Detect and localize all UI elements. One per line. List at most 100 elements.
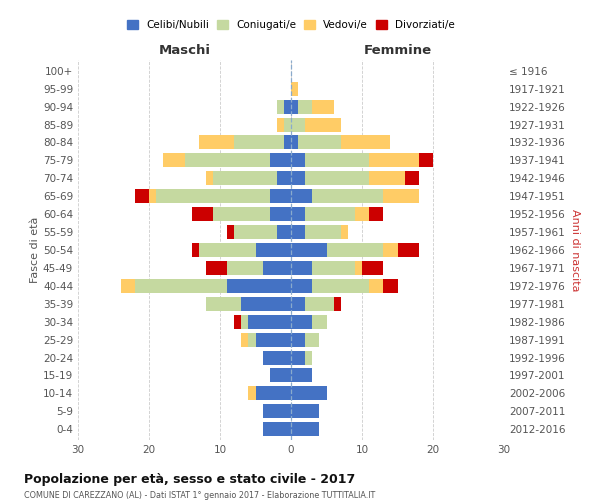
Bar [234,314,241,328]
Bar [284,118,291,132]
Bar [313,189,383,203]
Text: Maschi: Maschi [158,44,211,58]
Bar [313,279,369,293]
Bar [256,332,291,346]
Bar [398,243,419,257]
Bar [156,189,270,203]
Bar [277,225,291,239]
Bar [291,154,305,168]
Text: Popolazione per età, sesso e stato civile - 2017: Popolazione per età, sesso e stato civil… [24,472,355,486]
Bar [369,279,383,293]
Bar [362,261,383,275]
Bar [206,297,241,311]
Bar [305,332,319,346]
Bar [291,404,319,418]
Y-axis label: Fasce di età: Fasce di età [30,217,40,283]
Bar [163,154,185,168]
Bar [369,207,383,221]
Bar [305,297,334,311]
Bar [270,207,291,221]
Bar [149,189,156,203]
Bar [341,225,348,239]
Bar [185,154,270,168]
Bar [263,261,291,275]
Bar [241,332,248,346]
Bar [241,314,248,328]
Text: Femmine: Femmine [364,44,431,58]
Bar [383,189,419,203]
Bar [305,154,369,168]
Bar [326,243,383,257]
Bar [213,207,270,221]
Bar [341,136,391,149]
Bar [313,261,355,275]
Bar [404,172,419,185]
Bar [263,404,291,418]
Bar [135,279,227,293]
Bar [291,261,313,275]
Bar [313,100,334,114]
Bar [291,82,298,96]
Bar [291,386,326,400]
Bar [291,243,326,257]
Bar [256,386,291,400]
Bar [355,261,362,275]
Bar [263,350,291,364]
Bar [305,225,341,239]
Bar [263,422,291,436]
Bar [234,136,284,149]
Bar [291,118,305,132]
Bar [369,154,419,168]
Bar [121,279,135,293]
Bar [291,207,305,221]
Bar [270,189,291,203]
Bar [305,207,355,221]
Bar [270,154,291,168]
Bar [206,261,227,275]
Bar [191,207,213,221]
Bar [298,136,341,149]
Bar [291,350,305,364]
Bar [248,314,291,328]
Bar [419,154,433,168]
Bar [355,207,369,221]
Bar [291,225,305,239]
Bar [248,386,256,400]
Bar [291,422,319,436]
Bar [291,368,313,382]
Bar [305,172,369,185]
Bar [234,225,277,239]
Bar [291,189,313,203]
Bar [199,243,256,257]
Bar [305,118,341,132]
Bar [291,332,305,346]
Bar [241,297,291,311]
Bar [213,172,277,185]
Bar [291,100,298,114]
Bar [248,332,256,346]
Bar [277,118,284,132]
Bar [369,172,404,185]
Bar [135,189,149,203]
Bar [270,368,291,382]
Legend: Celibi/Nubili, Coniugati/e, Vedovi/e, Divorziati/e: Celibi/Nubili, Coniugati/e, Vedovi/e, Di… [123,16,459,34]
Bar [291,314,313,328]
Bar [206,172,213,185]
Bar [227,279,291,293]
Bar [191,243,199,257]
Bar [291,172,305,185]
Bar [291,136,298,149]
Bar [305,350,313,364]
Bar [313,314,326,328]
Bar [227,261,263,275]
Bar [383,279,398,293]
Bar [277,100,284,114]
Bar [291,279,313,293]
Bar [284,100,291,114]
Text: COMUNE DI CAREZZANO (AL) - Dati ISTAT 1° gennaio 2017 - Elaborazione TUTTITALIA.: COMUNE DI CAREZZANO (AL) - Dati ISTAT 1°… [24,491,375,500]
Bar [227,225,234,239]
Bar [199,136,234,149]
Bar [298,100,313,114]
Bar [291,297,305,311]
Bar [334,297,341,311]
